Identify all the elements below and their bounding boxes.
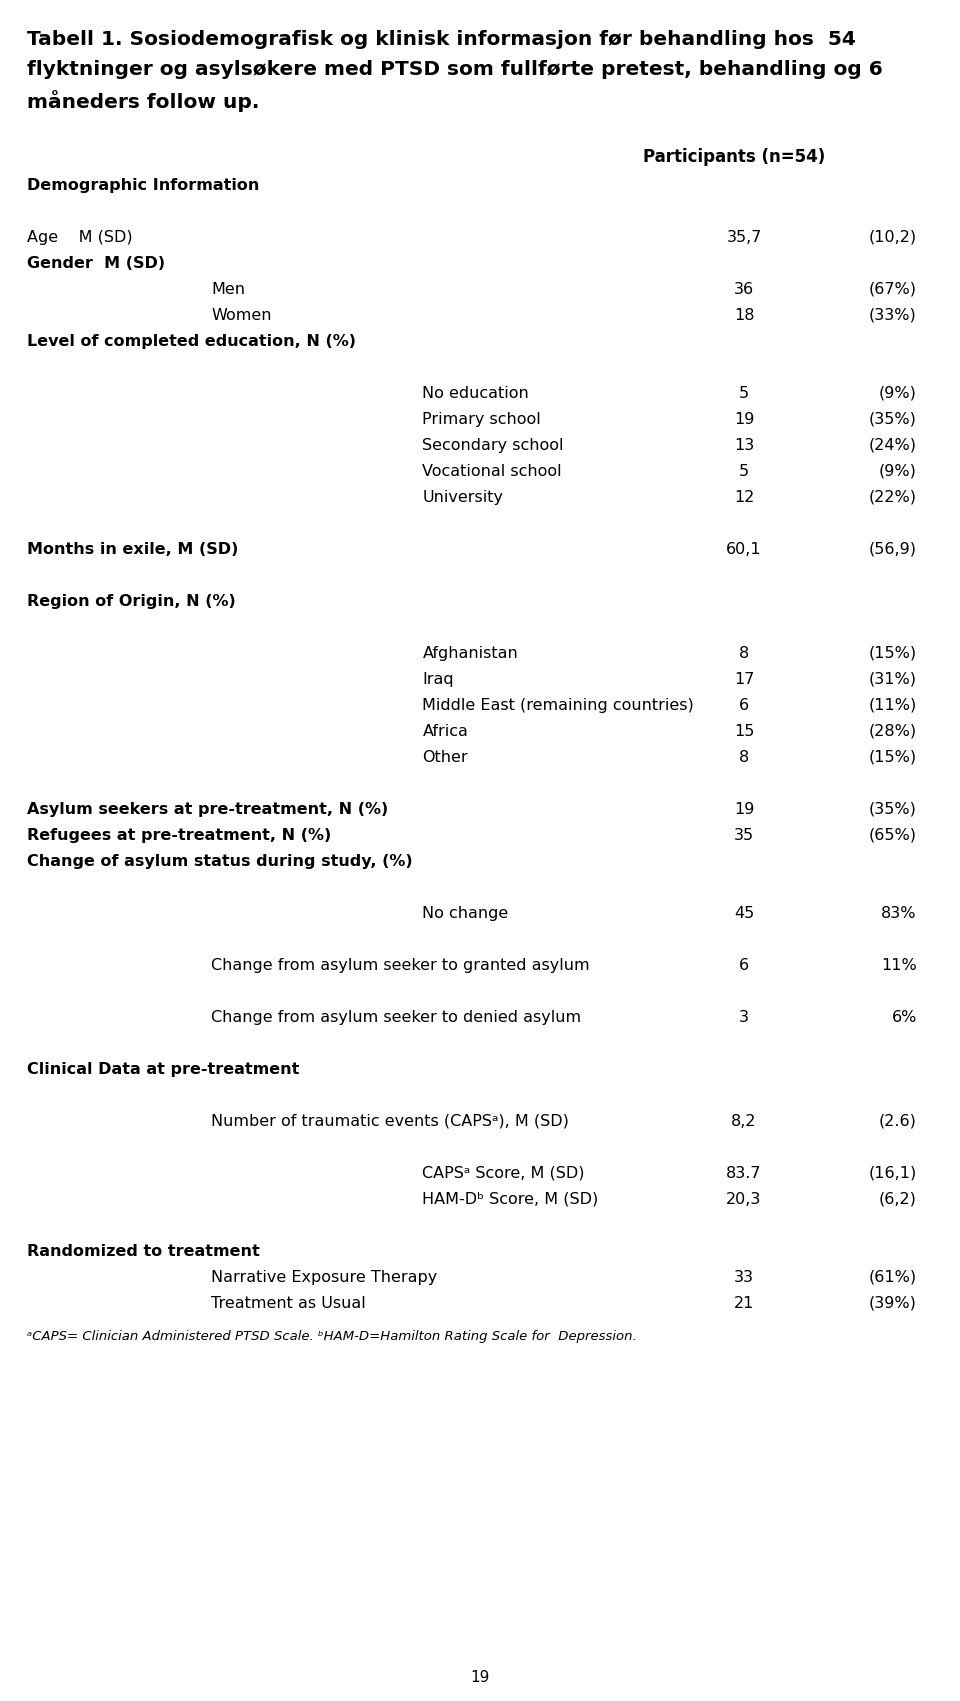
Text: (31%): (31%): [869, 672, 917, 687]
Text: 36: 36: [734, 282, 754, 298]
Text: 60,1: 60,1: [726, 543, 762, 556]
Text: (35%): (35%): [869, 412, 917, 427]
Text: (67%): (67%): [869, 282, 917, 298]
Text: (61%): (61%): [869, 1271, 917, 1284]
Text: 8: 8: [739, 646, 749, 662]
Text: Change from asylum seeker to denied asylum: Change from asylum seeker to denied asyl…: [211, 1010, 582, 1026]
Text: Demographic Information: Demographic Information: [27, 179, 259, 192]
Text: Asylum seekers at pre-treatment, N (%): Asylum seekers at pre-treatment, N (%): [27, 801, 388, 816]
Text: måneders follow up.: måneders follow up.: [27, 90, 259, 112]
Text: 5: 5: [739, 386, 749, 401]
Text: Africa: Africa: [422, 725, 468, 738]
Text: 5: 5: [739, 464, 749, 480]
Text: (22%): (22%): [869, 490, 917, 505]
Text: 19: 19: [733, 801, 755, 816]
Text: (56,9): (56,9): [869, 543, 917, 556]
Text: 8: 8: [739, 750, 749, 765]
Text: 17: 17: [733, 672, 755, 687]
Text: (16,1): (16,1): [869, 1165, 917, 1180]
Text: Clinical Data at pre-treatment: Clinical Data at pre-treatment: [27, 1061, 300, 1077]
Text: (9%): (9%): [879, 464, 917, 480]
Text: (65%): (65%): [869, 828, 917, 844]
Text: (35%): (35%): [869, 801, 917, 816]
Text: Tabell 1. Sosiodemografisk og klinisk informasjon før behandling hos  54: Tabell 1. Sosiodemografisk og klinisk in…: [27, 31, 855, 49]
Text: (15%): (15%): [869, 750, 917, 765]
Text: No change: No change: [422, 907, 509, 920]
Text: University: University: [422, 490, 503, 505]
Text: 33: 33: [734, 1271, 754, 1284]
Text: Women: Women: [211, 308, 272, 323]
Text: Iraq: Iraq: [422, 672, 454, 687]
Text: 20,3: 20,3: [727, 1192, 761, 1208]
Text: Region of Origin, N (%): Region of Origin, N (%): [27, 594, 235, 609]
Text: (15%): (15%): [869, 646, 917, 662]
Text: Primary school: Primary school: [422, 412, 541, 427]
Text: HAM-Dᵇ Score, M (SD): HAM-Dᵇ Score, M (SD): [422, 1192, 599, 1208]
Text: Secondary school: Secondary school: [422, 437, 564, 452]
Text: Treatment as Usual: Treatment as Usual: [211, 1296, 366, 1311]
Text: Afghanistan: Afghanistan: [422, 646, 518, 662]
Text: Level of completed education, N (%): Level of completed education, N (%): [27, 333, 356, 349]
Text: No education: No education: [422, 386, 529, 401]
Text: (11%): (11%): [869, 697, 917, 713]
Text: (9%): (9%): [879, 386, 917, 401]
Text: Change of asylum status during study, (%): Change of asylum status during study, (%…: [27, 854, 413, 869]
Text: 83.7: 83.7: [727, 1165, 761, 1180]
Text: Middle East (remaining countries): Middle East (remaining countries): [422, 697, 694, 713]
Text: Men: Men: [211, 282, 245, 298]
Text: ᵃCAPS= Clinician Administered PTSD Scale. ᵇHAM-D=Hamilton Rating Scale for  Depr: ᵃCAPS= Clinician Administered PTSD Scale…: [27, 1330, 636, 1344]
Text: (6,2): (6,2): [879, 1192, 917, 1208]
Text: (33%): (33%): [869, 308, 917, 323]
Text: Gender  M (SD): Gender M (SD): [27, 255, 165, 270]
Text: Months in exile, M (SD): Months in exile, M (SD): [27, 543, 238, 556]
Text: 83%: 83%: [881, 907, 917, 920]
Text: 6: 6: [739, 958, 749, 973]
Text: Age    M (SD): Age M (SD): [27, 230, 132, 245]
Text: (24%): (24%): [869, 437, 917, 452]
Text: flyktninger og asylsøkere med PTSD som fullførte pretest, behandling og 6: flyktninger og asylsøkere med PTSD som f…: [27, 60, 882, 78]
Text: 18: 18: [733, 308, 755, 323]
Text: 13: 13: [733, 437, 755, 452]
Text: 11%: 11%: [881, 958, 917, 973]
Text: 6%: 6%: [892, 1010, 917, 1026]
Text: 19: 19: [733, 412, 755, 427]
Text: Randomized to treatment: Randomized to treatment: [27, 1243, 259, 1259]
Text: Other: Other: [422, 750, 468, 765]
Text: 35: 35: [734, 828, 754, 844]
Text: (2.6): (2.6): [879, 1114, 917, 1129]
Text: Vocational school: Vocational school: [422, 464, 562, 480]
Text: Narrative Exposure Therapy: Narrative Exposure Therapy: [211, 1271, 438, 1284]
Text: Refugees at pre-treatment, N (%): Refugees at pre-treatment, N (%): [27, 828, 331, 844]
Text: Change from asylum seeker to granted asylum: Change from asylum seeker to granted asy…: [211, 958, 589, 973]
Text: 6: 6: [739, 697, 749, 713]
Text: (39%): (39%): [869, 1296, 917, 1311]
Text: 3: 3: [739, 1010, 749, 1026]
Text: CAPSᵃ Score, M (SD): CAPSᵃ Score, M (SD): [422, 1165, 585, 1180]
Text: 12: 12: [733, 490, 755, 505]
Text: 15: 15: [733, 725, 755, 738]
Text: 21: 21: [733, 1296, 755, 1311]
Text: 8,2: 8,2: [732, 1114, 756, 1129]
Text: (28%): (28%): [869, 725, 917, 738]
Text: 45: 45: [733, 907, 755, 920]
Text: 35,7: 35,7: [727, 230, 761, 245]
Text: Number of traumatic events (CAPSᵃ), M (SD): Number of traumatic events (CAPSᵃ), M (S…: [211, 1114, 569, 1129]
Text: (10,2): (10,2): [869, 230, 917, 245]
Text: 19: 19: [470, 1670, 490, 1686]
Text: Participants (n=54): Participants (n=54): [643, 148, 826, 167]
